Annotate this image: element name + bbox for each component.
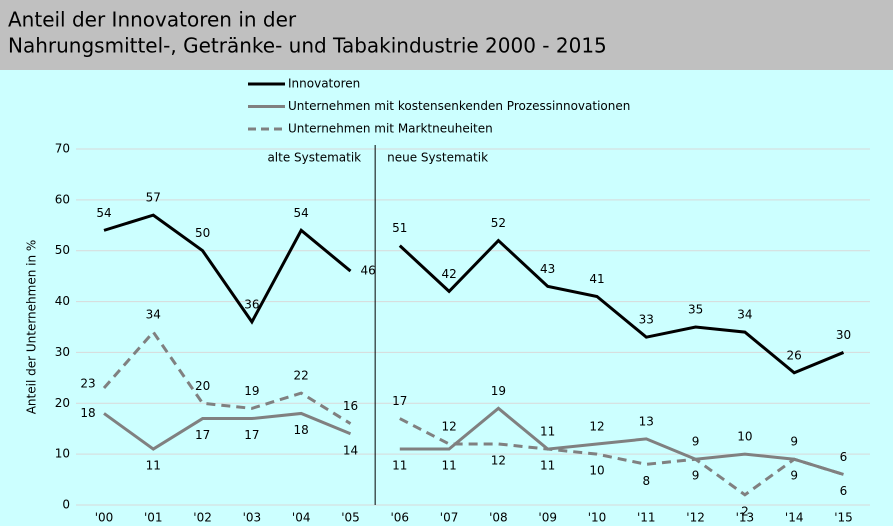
data-label: 18 bbox=[80, 406, 95, 420]
x-tick-label: '03 bbox=[243, 511, 262, 525]
data-label: 54 bbox=[294, 206, 309, 220]
y-axis-title: Anteil der Unternehmen in % bbox=[25, 240, 39, 415]
data-label: 17 bbox=[244, 428, 259, 442]
data-label: 22 bbox=[294, 369, 309, 383]
data-label: 50 bbox=[195, 226, 210, 240]
x-tick-label: '13 bbox=[736, 511, 755, 525]
data-label: 18 bbox=[294, 423, 309, 437]
y-tick-label: 10 bbox=[55, 447, 70, 461]
annotation: neue Systematik bbox=[387, 151, 488, 165]
data-label: 57 bbox=[146, 191, 161, 205]
data-label: 33 bbox=[639, 313, 654, 327]
data-label: 30 bbox=[836, 328, 851, 342]
x-tick-label: '10 bbox=[588, 511, 607, 525]
data-label: 16 bbox=[343, 399, 358, 413]
legend-label: Innovatoren bbox=[288, 77, 360, 91]
data-label: 2 bbox=[741, 504, 749, 518]
x-tick-label: '01 bbox=[144, 511, 163, 525]
data-label: 54 bbox=[96, 206, 111, 220]
data-label: 11 bbox=[146, 459, 161, 473]
data-label: 9 bbox=[692, 435, 700, 449]
data-label: 23 bbox=[80, 377, 95, 391]
series-line bbox=[399, 417, 844, 497]
x-tick-label: '06 bbox=[391, 511, 410, 525]
data-label: 17 bbox=[392, 394, 407, 408]
y-tick-label: 30 bbox=[55, 345, 70, 359]
data-label: 12 bbox=[441, 419, 456, 433]
data-label: 19 bbox=[244, 384, 259, 398]
series-line bbox=[102, 329, 352, 425]
x-tick-label: '02 bbox=[193, 511, 212, 525]
chart-title: Anteil der Innovatoren in der bbox=[8, 8, 297, 32]
y-tick-label: 50 bbox=[55, 243, 70, 257]
title-banner bbox=[0, 0, 893, 70]
y-tick-label: 0 bbox=[62, 498, 70, 512]
series-line bbox=[103, 213, 352, 325]
data-label: 35 bbox=[688, 303, 703, 317]
data-label: 34 bbox=[146, 308, 161, 322]
data-label: 12 bbox=[589, 419, 604, 433]
legend-label: Unternehmen mit kostensenkenden Prozessi… bbox=[288, 99, 630, 113]
data-label: 11 bbox=[392, 459, 407, 473]
data-label: 11 bbox=[441, 459, 456, 473]
x-tick-label: '04 bbox=[292, 511, 311, 525]
data-label: 20 bbox=[195, 379, 210, 393]
data-label: 41 bbox=[589, 272, 604, 286]
data-label: 52 bbox=[491, 216, 506, 230]
data-label: 9 bbox=[692, 469, 700, 483]
chart-title: Nahrungsmittel-, Getränke- und Tabakindu… bbox=[8, 34, 607, 58]
x-tick-label: '00 bbox=[95, 511, 114, 525]
data-label: 12 bbox=[491, 453, 506, 467]
legend-label: Unternehmen mit Marktneuheiten bbox=[288, 122, 493, 136]
data-label: 19 bbox=[491, 384, 506, 398]
data-label: 36 bbox=[244, 297, 259, 311]
data-label: 10 bbox=[589, 464, 604, 478]
data-label: 26 bbox=[787, 348, 802, 362]
x-tick-label: '09 bbox=[538, 511, 557, 525]
x-tick-label: '12 bbox=[686, 511, 705, 525]
series-line bbox=[399, 406, 844, 476]
x-tick-label: '15 bbox=[834, 511, 853, 525]
y-tick-label: 40 bbox=[55, 294, 70, 308]
data-label: 34 bbox=[737, 308, 752, 322]
annotation: alte Systematik bbox=[267, 151, 361, 165]
x-tick-label: '07 bbox=[440, 511, 459, 525]
y-tick-label: 20 bbox=[55, 396, 70, 410]
y-tick-label: 60 bbox=[55, 192, 70, 206]
data-label: 17 bbox=[195, 428, 210, 442]
data-label: 11 bbox=[540, 459, 555, 473]
data-label: 8 bbox=[642, 474, 650, 488]
data-label: 46 bbox=[361, 264, 376, 278]
data-label: 43 bbox=[540, 262, 555, 276]
x-tick-label: '08 bbox=[489, 511, 508, 525]
data-label: 14 bbox=[343, 443, 358, 457]
data-label: 9 bbox=[790, 469, 798, 483]
x-tick-label: '05 bbox=[341, 511, 360, 525]
data-label: 13 bbox=[639, 414, 654, 428]
series-line bbox=[103, 411, 352, 451]
y-tick-label: 70 bbox=[55, 142, 70, 156]
x-tick-label: '11 bbox=[637, 511, 656, 525]
series-line bbox=[398, 238, 845, 375]
data-label: 9 bbox=[790, 435, 798, 449]
data-label: 11 bbox=[540, 425, 555, 439]
data-label: 42 bbox=[441, 267, 456, 281]
data-label: 6 bbox=[840, 484, 848, 498]
data-label: 10 bbox=[737, 430, 752, 444]
data-label: 6 bbox=[840, 450, 848, 464]
x-tick-label: '14 bbox=[785, 511, 804, 525]
data-label: 51 bbox=[392, 221, 407, 235]
